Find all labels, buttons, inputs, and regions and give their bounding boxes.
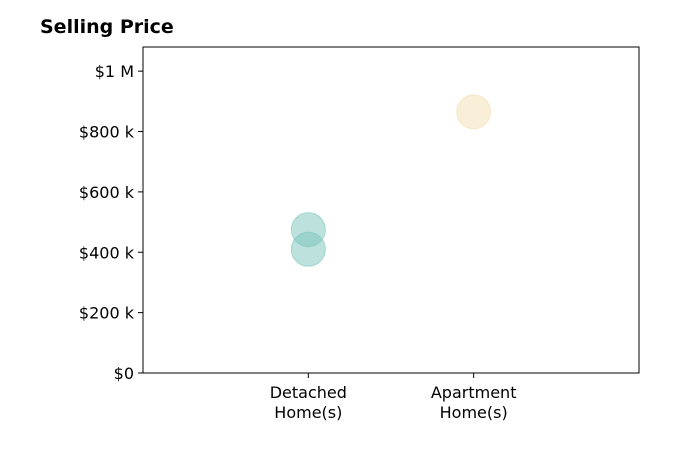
y-tick-label: $600 k — [79, 183, 135, 202]
data-point — [290, 231, 326, 267]
y-tick-label: $800 k — [79, 123, 135, 142]
y-tick-label: $0 — [114, 364, 134, 383]
data-point — [456, 94, 492, 130]
x-tick-label: Detached Home(s) — [270, 383, 347, 422]
y-tick-label: $1 M — [95, 62, 134, 81]
y-tick-label: $400 k — [79, 243, 135, 262]
y-tick-label: $200 k — [79, 304, 135, 323]
chart-title: Selling Price — [40, 16, 174, 38]
plot-frame — [142, 46, 640, 374]
x-tick-label: Apartment Home(s) — [431, 383, 517, 422]
